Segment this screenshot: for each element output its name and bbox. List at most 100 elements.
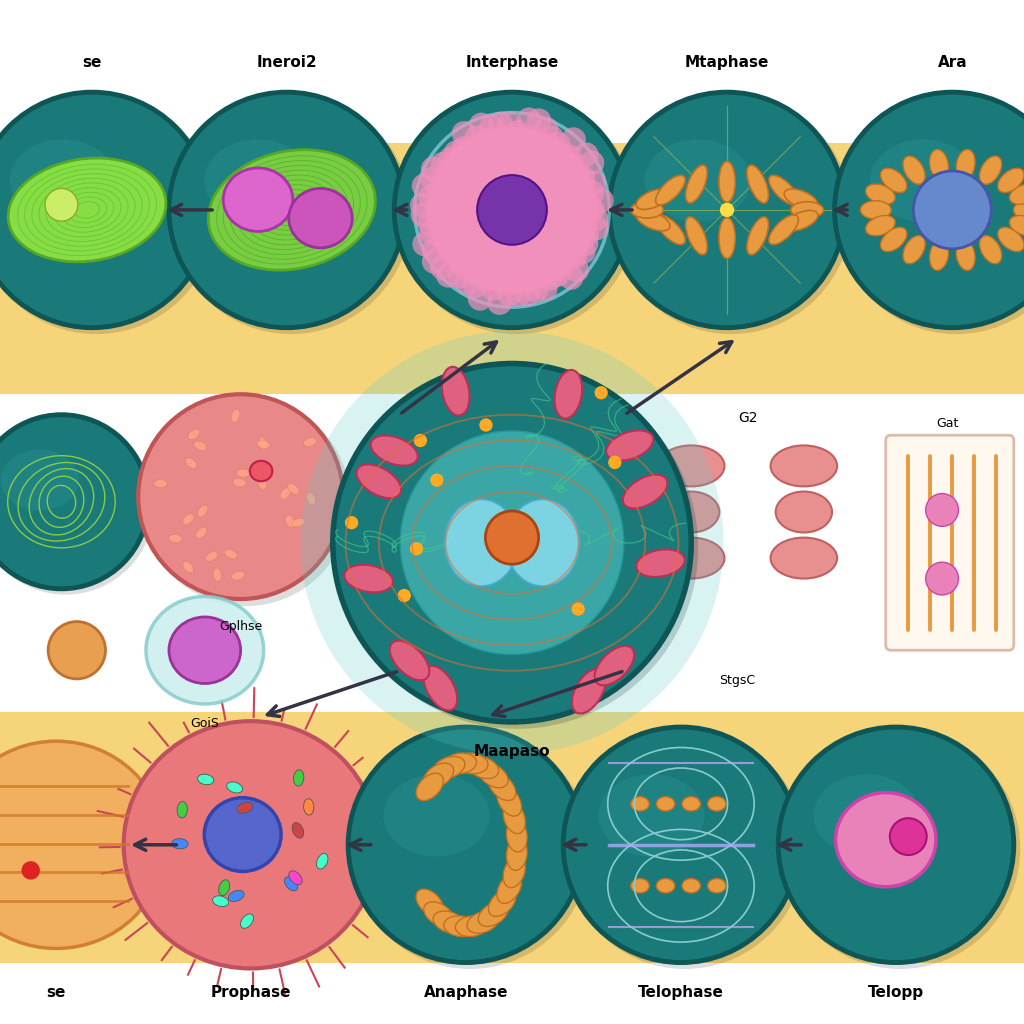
Ellipse shape [778, 727, 1014, 963]
Ellipse shape [289, 188, 352, 248]
Ellipse shape [306, 493, 315, 505]
Ellipse shape [138, 394, 343, 599]
Circle shape [422, 239, 446, 263]
Circle shape [468, 286, 493, 310]
Circle shape [487, 291, 512, 315]
Ellipse shape [198, 505, 208, 517]
Ellipse shape [686, 165, 708, 203]
Ellipse shape [424, 902, 454, 927]
Ellipse shape [609, 92, 845, 328]
Ellipse shape [881, 227, 907, 252]
Ellipse shape [185, 458, 197, 468]
Circle shape [546, 132, 570, 157]
Circle shape [582, 170, 606, 195]
Ellipse shape [292, 518, 305, 527]
Circle shape [420, 219, 444, 244]
Ellipse shape [241, 914, 254, 929]
Ellipse shape [456, 915, 488, 937]
Circle shape [345, 516, 358, 529]
Circle shape [421, 157, 445, 181]
Ellipse shape [258, 477, 266, 489]
Ellipse shape [903, 156, 925, 184]
Circle shape [397, 589, 411, 602]
Ellipse shape [237, 802, 253, 813]
Ellipse shape [223, 168, 293, 231]
Ellipse shape [682, 797, 700, 811]
Ellipse shape [869, 139, 976, 221]
Circle shape [574, 142, 599, 167]
Ellipse shape [682, 879, 700, 893]
Ellipse shape [169, 535, 182, 543]
Ellipse shape [198, 774, 214, 784]
Ellipse shape [401, 432, 623, 654]
Circle shape [540, 126, 564, 151]
Circle shape [430, 255, 455, 280]
Ellipse shape [636, 210, 670, 230]
Ellipse shape [333, 364, 691, 722]
Ellipse shape [1014, 201, 1024, 219]
Ellipse shape [686, 217, 708, 255]
Ellipse shape [631, 879, 649, 893]
Ellipse shape [631, 797, 649, 811]
Ellipse shape [770, 445, 838, 486]
Ellipse shape [285, 877, 298, 891]
Ellipse shape [281, 487, 291, 500]
Ellipse shape [664, 492, 719, 532]
Ellipse shape [424, 666, 457, 711]
Ellipse shape [336, 367, 698, 729]
Ellipse shape [488, 889, 516, 916]
Ellipse shape [250, 461, 272, 481]
Ellipse shape [503, 856, 525, 888]
Ellipse shape [507, 838, 527, 870]
Circle shape [422, 249, 446, 273]
Ellipse shape [813, 774, 920, 856]
Circle shape [571, 602, 585, 615]
Circle shape [465, 125, 489, 150]
Ellipse shape [232, 478, 246, 486]
Ellipse shape [213, 896, 228, 906]
Circle shape [890, 818, 927, 855]
Ellipse shape [746, 165, 768, 203]
Ellipse shape [8, 158, 166, 262]
Ellipse shape [444, 500, 518, 586]
Ellipse shape [930, 150, 948, 180]
Ellipse shape [183, 514, 194, 524]
Circle shape [545, 262, 569, 287]
Ellipse shape [188, 429, 200, 439]
Circle shape [570, 166, 595, 190]
Ellipse shape [430, 139, 536, 221]
Circle shape [526, 109, 551, 133]
Ellipse shape [980, 156, 1001, 184]
Ellipse shape [636, 550, 685, 577]
Circle shape [571, 240, 596, 264]
Circle shape [444, 140, 469, 165]
Ellipse shape [0, 417, 155, 595]
Circle shape [452, 121, 476, 145]
Circle shape [584, 207, 608, 231]
Circle shape [580, 198, 604, 222]
Ellipse shape [595, 646, 634, 685]
Circle shape [430, 473, 443, 486]
Ellipse shape [237, 469, 250, 477]
Ellipse shape [836, 793, 936, 887]
Ellipse shape [657, 445, 724, 486]
Circle shape [431, 152, 456, 176]
Circle shape [517, 108, 542, 132]
Ellipse shape [769, 215, 799, 245]
Circle shape [580, 180, 604, 205]
Ellipse shape [835, 92, 1024, 328]
Ellipse shape [507, 819, 527, 852]
Text: Gat: Gat [936, 417, 958, 430]
Ellipse shape [288, 483, 299, 495]
Ellipse shape [172, 839, 188, 849]
Bar [0, 143, 1024, 394]
Circle shape [410, 193, 434, 217]
Ellipse shape [769, 175, 799, 205]
Circle shape [580, 151, 604, 175]
Ellipse shape [997, 227, 1024, 252]
Ellipse shape [860, 201, 891, 219]
Ellipse shape [169, 92, 404, 328]
Text: G2: G2 [737, 411, 758, 425]
Ellipse shape [171, 94, 411, 334]
Text: Ineroi2: Ineroi2 [256, 54, 317, 70]
